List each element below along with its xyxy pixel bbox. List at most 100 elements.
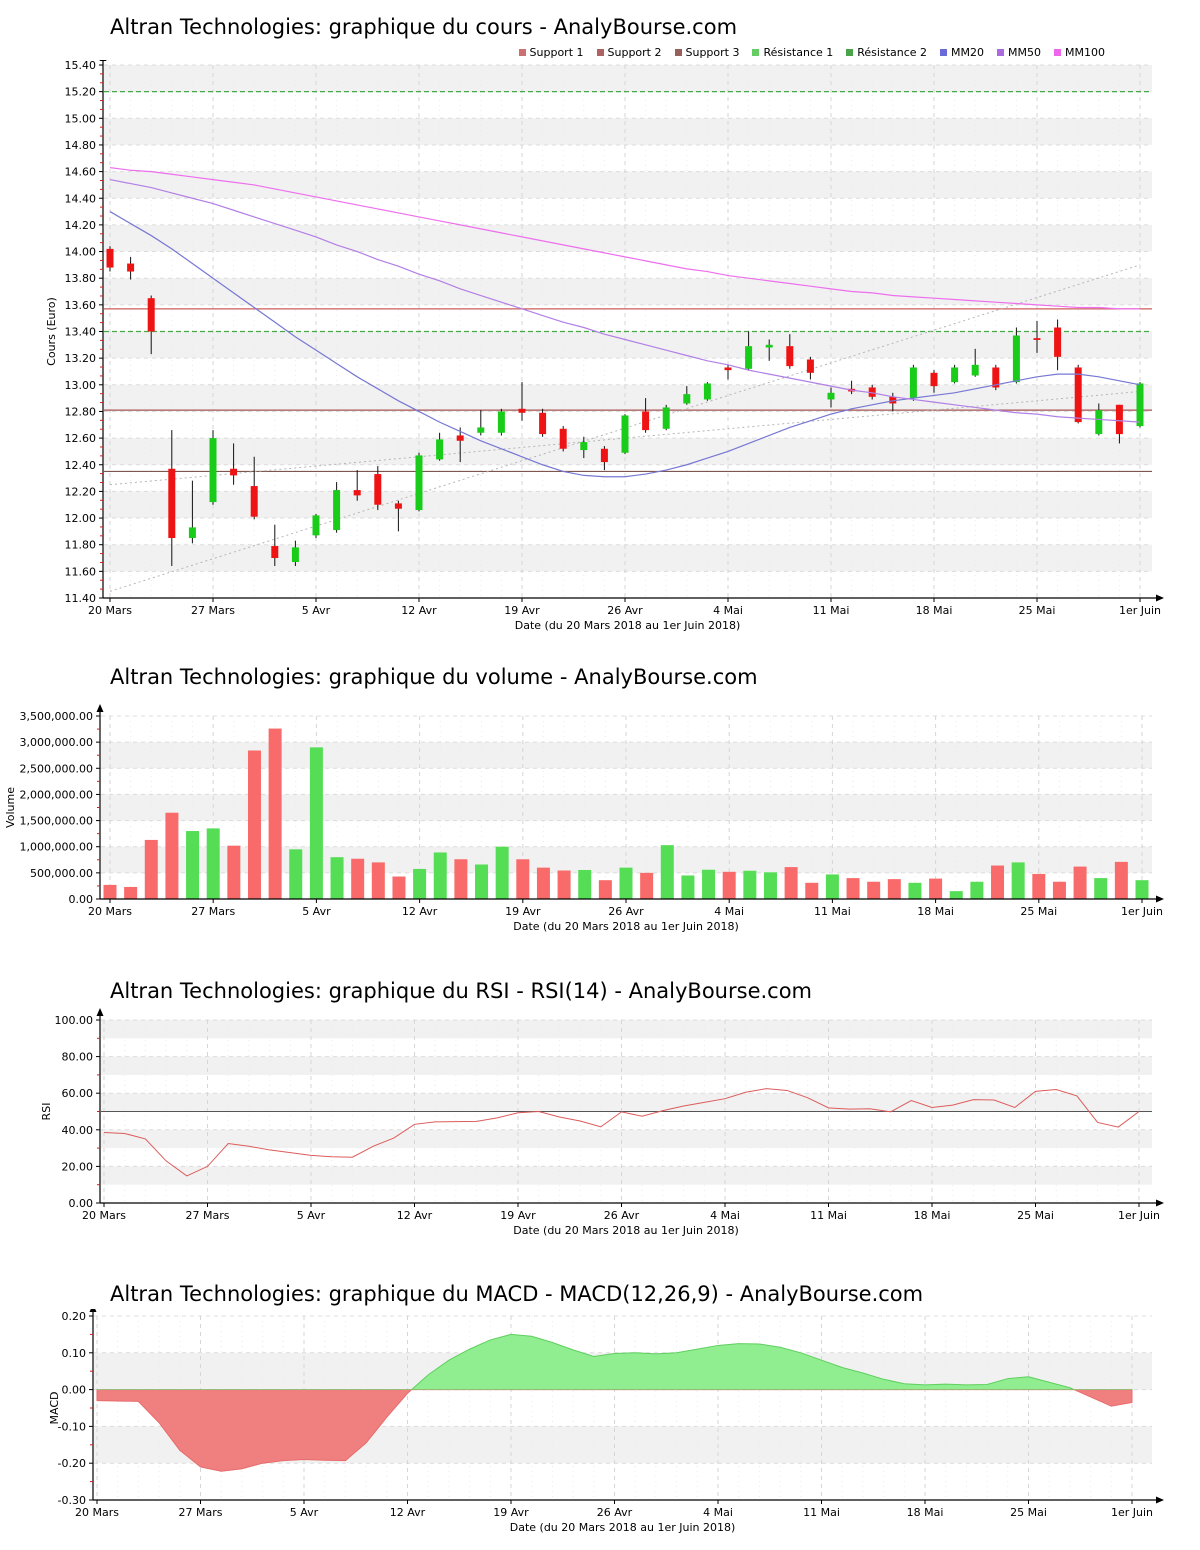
legend-swatch-icon bbox=[846, 48, 854, 56]
svg-text:27 Mars: 27 Mars bbox=[186, 1209, 230, 1222]
legend-swatch-icon bbox=[940, 48, 948, 56]
legend-swatch-icon bbox=[518, 48, 526, 56]
svg-text:12 Avr: 12 Avr bbox=[397, 1209, 433, 1222]
svg-text:12.40: 12.40 bbox=[65, 459, 97, 472]
svg-text:3,500,000.00: 3,500,000.00 bbox=[20, 710, 93, 723]
rsi-chart-canvas: 0.00 20.00 40.00 60.00 80.00 100.00 20 Mars 27 … bbox=[40, 1008, 1164, 1237]
support-resistance-lines bbox=[104, 91, 1152, 473]
svg-text:18 Mai: 18 Mai bbox=[917, 905, 954, 918]
svg-text:11 Mai: 11 Mai bbox=[810, 1209, 847, 1222]
macd-chart-section: Altran Technologies: graphique du MACD -… bbox=[0, 1279, 1200, 1544]
svg-text:15.00: 15.00 bbox=[65, 112, 97, 125]
svg-text:-0.30: -0.30 bbox=[58, 1494, 86, 1507]
axes: -0.30 -0.20 -0.10 0.00 0.10 0.20 20 Mars 27 Mar… bbox=[48, 1309, 1164, 1534]
svg-text:11.60: 11.60 bbox=[65, 565, 97, 578]
zebra-bands bbox=[104, 65, 1152, 572]
svg-text:12.60: 12.60 bbox=[65, 432, 97, 445]
svg-text:2,500,000.00: 2,500,000.00 bbox=[20, 762, 93, 775]
svg-text:14.60: 14.60 bbox=[65, 166, 97, 179]
y-axis-arrow-icon bbox=[89, 1309, 97, 1312]
macd-chart-title: Altran Technologies: graphique du MACD -… bbox=[110, 1282, 924, 1306]
x-axis-arrow-icon bbox=[1156, 594, 1164, 602]
volume-chart-section: Altran Technologies: graphique du volume… bbox=[0, 662, 1200, 934]
mm50-line bbox=[109, 179, 1141, 423]
legend-swatch-icon bbox=[596, 48, 604, 56]
zebra-bands bbox=[101, 1020, 1152, 1185]
y-axis-title: Cours (Euro) bbox=[45, 297, 58, 366]
svg-text:12 Avr: 12 Avr bbox=[402, 905, 438, 918]
svg-text:20 Mars: 20 Mars bbox=[82, 1209, 126, 1222]
svg-text:-0.20: -0.20 bbox=[58, 1457, 86, 1470]
svg-text:5 Avr: 5 Avr bbox=[290, 1506, 319, 1519]
y-axis-title: RSI bbox=[40, 1103, 53, 1121]
svg-text:4 Mai: 4 Mai bbox=[713, 604, 743, 617]
svg-text:60.00: 60.00 bbox=[62, 1087, 94, 1100]
x-axis-arrow-icon bbox=[1156, 895, 1164, 903]
x-axis-arrow-icon bbox=[1156, 1496, 1164, 1504]
svg-text:15.40: 15.40 bbox=[65, 60, 97, 72]
legend-item-support-3: Support 3 bbox=[674, 46, 739, 59]
svg-text:12.20: 12.20 bbox=[65, 485, 97, 498]
svg-text:1,500,000.00: 1,500,000.00 bbox=[20, 815, 93, 828]
svg-text:12 Avr: 12 Avr bbox=[390, 1506, 426, 1519]
svg-text:4 Mai: 4 Mai bbox=[710, 1209, 740, 1222]
svg-text:18 Mai: 18 Mai bbox=[916, 604, 953, 617]
svg-text:13.80: 13.80 bbox=[65, 272, 97, 285]
y-axis-title: MACD bbox=[48, 1392, 61, 1425]
mm100-line bbox=[109, 167, 1140, 310]
y-axis-title: Volume bbox=[4, 787, 17, 828]
svg-text:27 Mars: 27 Mars bbox=[191, 905, 235, 918]
svg-text:2,000,000.00: 2,000,000.00 bbox=[20, 788, 93, 801]
y-axis-arrow-icon bbox=[99, 60, 107, 61]
svg-text:1er Juin: 1er Juin bbox=[1121, 905, 1163, 918]
legend-label: Résistance 2 bbox=[857, 45, 928, 59]
legend-item-support-1: Support 1 bbox=[518, 46, 584, 59]
svg-text:25 Mai: 25 Mai bbox=[1019, 604, 1056, 617]
svg-text:1er Juin: 1er Juin bbox=[1118, 1209, 1160, 1222]
x-axis-title: Date (du 20 Mars 2018 au 1er Juin 2018) bbox=[513, 1224, 739, 1237]
svg-text:26 Avr: 26 Avr bbox=[608, 905, 644, 918]
y-axis-arrow-icon bbox=[96, 704, 104, 712]
rsi-chart-section: Altran Technologies: graphique du RSI - … bbox=[0, 976, 1200, 1241]
svg-text:1er Juin: 1er Juin bbox=[1111, 1506, 1153, 1519]
volume-bars bbox=[103, 728, 1149, 899]
x-axis-arrow-icon bbox=[1156, 1199, 1164, 1207]
axes: 0.00 20.00 40.00 60.00 80.00 100.00 20 Mars 27 … bbox=[40, 1008, 1164, 1237]
svg-text:14.20: 14.20 bbox=[65, 219, 97, 232]
svg-text:12.80: 12.80 bbox=[65, 405, 97, 418]
svg-text:25 Mai: 25 Mai bbox=[1020, 905, 1057, 918]
legend-item-resistance-2: Résistance 2 bbox=[846, 46, 927, 59]
svg-text:0.00: 0.00 bbox=[69, 893, 94, 906]
svg-text:20.00: 20.00 bbox=[62, 1160, 94, 1173]
svg-text:12 Avr: 12 Avr bbox=[401, 604, 437, 617]
svg-text:13.60: 13.60 bbox=[65, 299, 97, 312]
svg-text:4 Mai: 4 Mai bbox=[714, 905, 744, 918]
volume-chart-canvas: 0.00 500,000.00 1,000,000.00 1,500,000.00 2,… bbox=[4, 704, 1164, 933]
volume-chart-title: Altran Technologies: graphique du volume… bbox=[110, 665, 758, 689]
legend-item-resistance-1: Résistance 1 bbox=[752, 46, 833, 59]
gridlines bbox=[101, 715, 1152, 899]
svg-text:80.00: 80.00 bbox=[62, 1051, 94, 1064]
axes: 0.00 500,000.00 1,000,000.00 1,500,000.00 2,… bbox=[4, 704, 1164, 933]
legend-swatch-icon bbox=[674, 48, 682, 56]
svg-text:0.00: 0.00 bbox=[69, 1197, 94, 1210]
svg-text:13.40: 13.40 bbox=[65, 326, 97, 339]
legend-item-support-2: Support 2 bbox=[596, 46, 662, 59]
axes: 11.40 11.60 11.80 12.00 12.20 12.40 12.60 12.80… bbox=[45, 60, 1164, 632]
mm20-line bbox=[109, 211, 1141, 478]
svg-text:26 Avr: 26 Avr bbox=[604, 1209, 640, 1222]
legend-swatch-icon bbox=[997, 48, 1005, 56]
svg-text:20 Mars: 20 Mars bbox=[75, 1506, 119, 1519]
x-axis-title: Date (du 20 Mars 2018 au 1er Juin 2018) bbox=[515, 619, 741, 632]
candles-layer bbox=[106, 246, 1144, 567]
legend-swatch-icon bbox=[752, 48, 760, 56]
x-axis-title: Date (du 20 Mars 2018 au 1er Juin 2018) bbox=[513, 920, 739, 933]
svg-text:100.00: 100.00 bbox=[55, 1014, 94, 1027]
svg-text:5 Avr: 5 Avr bbox=[302, 905, 331, 918]
rsi-chart-title: Altran Technologies: graphique du RSI - … bbox=[110, 979, 813, 1003]
macd-chart-canvas: -0.30 -0.20 -0.10 0.00 0.10 0.20 20 Mars 27 Mar… bbox=[48, 1309, 1164, 1534]
svg-text:26 Avr: 26 Avr bbox=[607, 604, 643, 617]
svg-text:1,000,000.00: 1,000,000.00 bbox=[20, 841, 93, 854]
y-axis-arrow-icon bbox=[96, 1008, 104, 1016]
svg-text:19 Avr: 19 Avr bbox=[504, 604, 540, 617]
